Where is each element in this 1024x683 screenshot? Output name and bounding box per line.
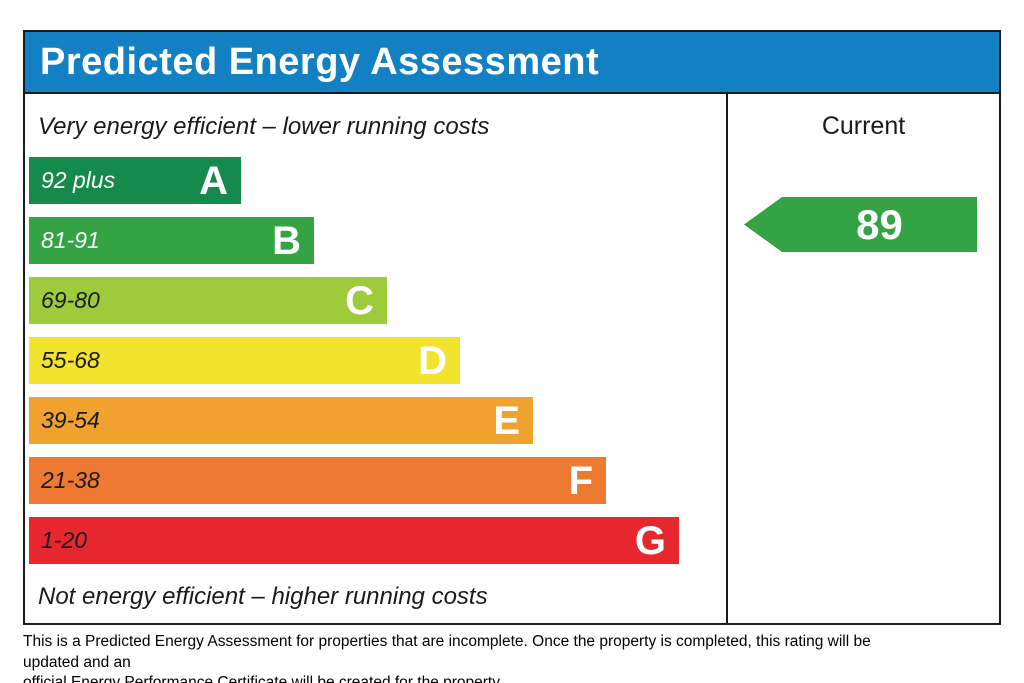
footer-line-1: This is a Predicted Energy Assessment fo… xyxy=(23,633,871,671)
band-range-label: 69-80 xyxy=(41,287,100,313)
current-rating-value: 89 xyxy=(856,200,903,248)
epc-band-row-b: 81-91 B xyxy=(29,217,314,264)
epc-band-row-g: 1-20 G xyxy=(29,517,679,564)
band-range-label: 55-68 xyxy=(41,347,100,373)
epc-band-row-e: 39-54 E xyxy=(29,397,533,444)
band-letter: E xyxy=(493,398,520,443)
current-rating-pane: Current 89 xyxy=(728,94,999,623)
chart-header: Predicted Energy Assessment xyxy=(25,32,999,94)
band-range-label: 81-91 xyxy=(41,227,100,253)
caption-not-efficient: Not energy efficient – higher running co… xyxy=(38,583,488,610)
band-range-label: 92 plus xyxy=(41,167,116,193)
band-letter: D xyxy=(418,338,447,383)
band-letter: B xyxy=(272,218,301,263)
footer-disclaimer: This is a Predicted Energy Assessment fo… xyxy=(23,632,883,683)
footer-line-2: official Energy Performance Certificate … xyxy=(23,674,504,683)
page-title: Predicted Energy Assessment xyxy=(40,40,600,83)
band-letter: C xyxy=(345,278,374,323)
epc-band-row-a: 92 plus A xyxy=(29,157,241,204)
rating-scale-pane: Very energy efficient – lower running co… xyxy=(25,94,728,623)
band-letter: G xyxy=(634,518,666,563)
band-range-label: 21-38 xyxy=(41,467,100,493)
current-rating-arrow: 89 xyxy=(744,197,977,252)
chart-content: Very energy efficient – lower running co… xyxy=(25,94,999,623)
epc-band-row-d: 55-68 D xyxy=(29,337,460,384)
epc-band-row-c: 69-80 C xyxy=(29,277,387,324)
current-column-header: Current xyxy=(821,112,906,140)
epc-band-row-f: 21-38 F xyxy=(29,457,606,504)
band-range-label: 39-54 xyxy=(41,407,100,433)
epc-chart-frame: Predicted Energy Assessment Very energy … xyxy=(23,30,1001,625)
band-range-label: 1-20 xyxy=(41,527,88,553)
caption-very-efficient: Very energy efficient – lower running co… xyxy=(38,113,490,140)
band-letter: A xyxy=(199,158,228,203)
epc-bands: 92 plus A 81-91 B 69-80 C 55-68 D 39-54 E 21-38 F 1-… xyxy=(29,157,726,577)
band-letter: F xyxy=(568,458,593,503)
